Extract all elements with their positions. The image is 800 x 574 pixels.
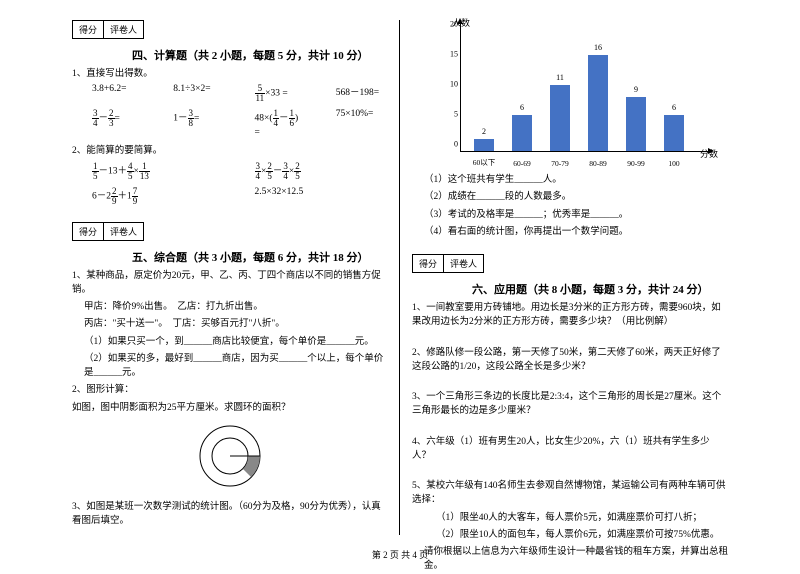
y-tick-label: 10 [444, 80, 458, 89]
page-footer: 第 2 页 共 4 页 [0, 548, 800, 561]
bar-chart: 人数 分数 05101520260以下660-691170-791680-899… [432, 20, 712, 170]
q5-1c: （1）如果只买一个，到______商店比较便宜，每个单价是______元。 [84, 335, 387, 349]
x-tick-label: 60-69 [507, 159, 537, 168]
q5-1d: （2）如果买的多，最好到______商店，因为买______个以上，每个单价是_… [84, 352, 387, 381]
chart-q2: （2）成绩在______段的人数最多。 [424, 190, 728, 204]
y-axis [460, 20, 461, 152]
score-box: 得分 评卷人 [72, 20, 144, 39]
y-tick-label: 0 [444, 140, 458, 149]
expr: 568－198= [336, 84, 387, 103]
bar: 16 [588, 55, 608, 151]
calc-row-1: 3.8+6.2= 8.1÷3×2= 511×33 = 568－198= [92, 84, 387, 103]
expr: 75×10%= [336, 109, 387, 138]
expr: 34×25－34×25 [255, 162, 388, 181]
x-axis [460, 151, 712, 152]
q4-2: 2、能简算的要简算。 [72, 144, 387, 158]
calc-row-2: 34－23= 1－38= 48×(14－16) = 75×10%= [92, 109, 387, 138]
bar: 11 [550, 85, 570, 151]
q5-1: 1、某种商品，原定价为20元，甲、乙、丙、丁四个商店以不同的销售方促销。 [72, 269, 387, 298]
q5-1b: 丙店："买十送一"。 丁店：买够百元打"八折"。 [84, 317, 387, 331]
bar-value-label: 9 [626, 85, 646, 94]
x-tick-label: 80-89 [583, 159, 613, 168]
ring-icon [195, 421, 265, 491]
bar-value-label: 2 [474, 127, 494, 136]
q6-5b: （2）限坐10人的面包车，每人票价6元，如满座票价可按75%优惠。 [436, 528, 728, 542]
expr: 15－13＋45×113 [92, 162, 225, 181]
expr: 1－38= [173, 109, 224, 138]
q5-2a: 如图，图中阴影面积为25平方厘米。求圆环的面积？ [72, 401, 387, 415]
expr: 2.5×32×12.5 [255, 187, 388, 206]
bar-value-label: 11 [550, 73, 570, 82]
q6-1: 1、一间教室要用方砖铺地。用边长是3分米的正方形方砖，需要960块，如果改用边长… [412, 301, 728, 330]
x-tick-label: 100 [659, 159, 689, 168]
score-box: 得分 评卷人 [72, 222, 144, 241]
score-label: 得分 [413, 255, 444, 272]
x-tick-label: 70-79 [545, 159, 575, 168]
right-column: 人数 分数 05101520260以下660-691170-791680-899… [400, 20, 740, 535]
grader-label: 评卷人 [104, 223, 143, 240]
bar: 2 [474, 139, 494, 151]
q5-2: 2、图形计算： [72, 383, 387, 397]
q6-2: 2、修路队修一段公路，第一天修了50米，第二天修了60米，两天正好修了这段公路的… [412, 346, 728, 375]
score-label: 得分 [73, 21, 104, 38]
q6-5a: （1）限坐40人的大客车，每人票价5元，如满座票价可打八折； [436, 511, 728, 525]
score-label: 得分 [73, 223, 104, 240]
q6-3: 3、一个三角形三条边的长度比是2:3:4，这个三角形的周长是27厘米。这个三角形… [412, 390, 728, 419]
bar: 6 [664, 115, 684, 151]
calc-row-3: 15－13＋45×113 34×25－34×25 [92, 162, 387, 181]
left-column: 得分 评卷人 四、计算题（共 2 小题，每题 5 分，共计 10 分） 1、直接… [60, 20, 400, 535]
y-tick-label: 20 [444, 20, 458, 29]
x-tick-label: 60以下 [469, 157, 499, 168]
expr: 48×(14－16) = [255, 109, 306, 138]
bar: 6 [512, 115, 532, 151]
y-tick-label: 5 [444, 110, 458, 119]
bar-value-label: 16 [588, 43, 608, 52]
pie-figure [72, 421, 387, 494]
section-6-title: 六、应用题（共 8 小题，每题 3 分，共计 24 分） [472, 281, 728, 297]
expr: 3.8+6.2= [92, 84, 143, 103]
expr: 34－23= [92, 109, 143, 138]
x-tick-label: 90-99 [621, 159, 651, 168]
page: 得分 评卷人 四、计算题（共 2 小题，每题 5 分，共计 10 分） 1、直接… [0, 0, 800, 545]
chart-q1: （1）这个班共有学生______人。 [424, 173, 728, 187]
expr: 6－229＋179 [92, 187, 225, 206]
bar-value-label: 6 [664, 103, 684, 112]
q5-1a: 甲店：降价9%出售。 乙店：打九折出售。 [84, 300, 387, 314]
q4-1: 1、直接写出得数。 [72, 67, 387, 81]
calc-row-4: 6－229＋179 2.5×32×12.5 [92, 187, 387, 206]
bar-value-label: 6 [512, 103, 532, 112]
q6-5: 5、某校六年级有140名师生去参观自然博物馆，某运输公司有两种车辆可供选择： [412, 479, 728, 508]
score-box: 得分 评卷人 [412, 254, 484, 273]
section-4-title: 四、计算题（共 2 小题，每题 5 分，共计 10 分） [132, 47, 387, 63]
grader-label: 评卷人 [444, 255, 483, 272]
bar: 9 [626, 97, 646, 151]
q5-3: 3、如图是某班一次数学测试的统计图。（60分为及格，90分为优秀），认真看图后填… [72, 500, 387, 529]
section-5-title: 五、综合题（共 3 小题，每题 6 分，共计 18 分） [132, 249, 387, 265]
grader-label: 评卷人 [104, 21, 143, 38]
expr: 8.1÷3×2= [173, 84, 224, 103]
q6-4: 4、六年级（1）班有男生20人，比女生少20%，六（1）班共有学生多少人？ [412, 435, 728, 464]
chart-q4: （4）看右面的统计图，你再提出一个数学问题。 [424, 225, 728, 239]
y-tick-label: 15 [444, 50, 458, 59]
expr: 511×33 = [255, 84, 306, 103]
chart-q3: （3）考试的及格率是______；优秀率是______。 [424, 208, 728, 222]
